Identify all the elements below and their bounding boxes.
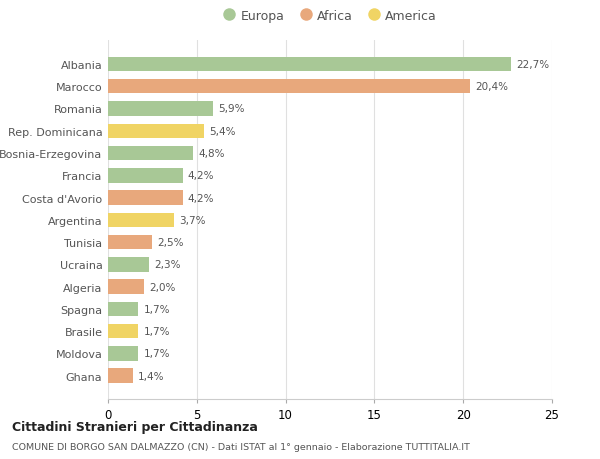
Text: 1,7%: 1,7% — [143, 349, 170, 358]
Text: 1,4%: 1,4% — [138, 371, 164, 381]
Bar — [108, 257, 149, 272]
Bar — [108, 146, 193, 161]
Text: 5,9%: 5,9% — [218, 104, 245, 114]
Bar — [108, 168, 182, 183]
Bar — [108, 347, 138, 361]
Bar — [108, 124, 204, 139]
Text: 20,4%: 20,4% — [476, 82, 509, 92]
Text: 4,2%: 4,2% — [188, 193, 214, 203]
Text: 1,7%: 1,7% — [143, 304, 170, 314]
Bar — [108, 191, 182, 205]
Text: 1,7%: 1,7% — [143, 326, 170, 336]
Bar — [108, 80, 470, 94]
Bar — [108, 57, 511, 72]
Text: COMUNE DI BORGO SAN DALMAZZO (CN) - Dati ISTAT al 1° gennaio - Elaborazione TUTT: COMUNE DI BORGO SAN DALMAZZO (CN) - Dati… — [12, 442, 470, 451]
Bar — [108, 235, 152, 250]
Legend: Europa, Africa, America: Europa, Africa, America — [218, 5, 442, 28]
Text: 22,7%: 22,7% — [517, 60, 550, 70]
Text: 3,7%: 3,7% — [179, 215, 206, 225]
Text: 2,0%: 2,0% — [149, 282, 175, 292]
Bar — [108, 102, 213, 117]
Text: 2,3%: 2,3% — [154, 260, 181, 270]
Bar — [108, 324, 138, 339]
Bar — [108, 280, 143, 294]
Bar — [108, 302, 138, 316]
Text: 4,2%: 4,2% — [188, 171, 214, 181]
Text: Cittadini Stranieri per Cittadinanza: Cittadini Stranieri per Cittadinanza — [12, 420, 258, 433]
Text: 2,5%: 2,5% — [158, 238, 184, 247]
Bar — [108, 213, 174, 228]
Text: 5,4%: 5,4% — [209, 127, 236, 136]
Bar — [108, 369, 133, 383]
Text: 4,8%: 4,8% — [199, 149, 225, 159]
